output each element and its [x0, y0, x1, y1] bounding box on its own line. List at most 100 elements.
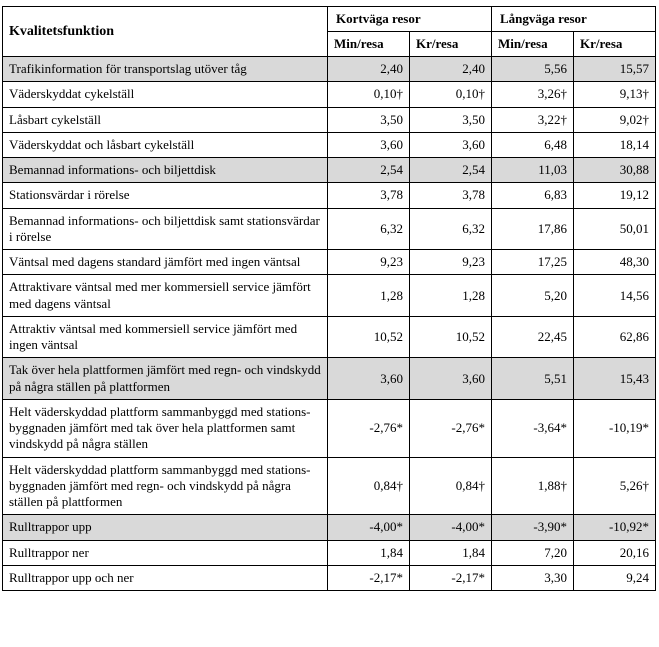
- cell-lang-kr: 18,14: [574, 132, 656, 157]
- cell-lang-kr: 9,02†: [574, 107, 656, 132]
- cell-lang-kr: 5,26†: [574, 457, 656, 515]
- cell-lang-min: 17,86: [492, 208, 574, 250]
- row-label: Trafikinformation för transportslag utöv…: [3, 57, 328, 82]
- row-label: Bemannad informations- och biljettdisk: [3, 158, 328, 183]
- cell-kort-kr: 3,50: [410, 107, 492, 132]
- cell-lang-min: 6,83: [492, 183, 574, 208]
- cell-kort-kr: 10,52: [410, 316, 492, 358]
- cell-lang-min: 5,56: [492, 57, 574, 82]
- table-row: Attraktivare väntsal med mer kommersiell…: [3, 275, 656, 317]
- cell-lang-kr: 48,30: [574, 250, 656, 275]
- cell-kort-kr: 9,23: [410, 250, 492, 275]
- table-row: Rulltrappor ner1,841,847,2020,16: [3, 540, 656, 565]
- table-row: Rulltrappor upp-4,00*-4,00*-3,90*-10,92*: [3, 515, 656, 540]
- cell-kort-kr: 3,78: [410, 183, 492, 208]
- cell-kort-min: 0,84†: [328, 457, 410, 515]
- table-row: Rulltrappor upp och ner-2,17*-2,17*3,309…: [3, 565, 656, 590]
- row-label: Helt väderskyddad plattform sammanbyggd …: [3, 457, 328, 515]
- row-label: Rulltrappor ner: [3, 540, 328, 565]
- table-row: Väderskyddat och låsbart cykelställ3,603…: [3, 132, 656, 157]
- sub-lang-kr: Kr/resa: [574, 32, 656, 57]
- cell-lang-min: 5,51: [492, 358, 574, 400]
- cell-lang-min: -3,64*: [492, 399, 574, 457]
- cell-lang-min: 6,48: [492, 132, 574, 157]
- cell-kort-min: 2,40: [328, 57, 410, 82]
- row-label: Väderskyddat och låsbart cykelställ: [3, 132, 328, 157]
- cell-kort-kr: 2,40: [410, 57, 492, 82]
- cell-kort-kr: -2,76*: [410, 399, 492, 457]
- cell-kort-min: 1,28: [328, 275, 410, 317]
- cell-kort-min: 3,60: [328, 358, 410, 400]
- cell-kort-kr: 0,84†: [410, 457, 492, 515]
- cell-kort-kr: 6,32: [410, 208, 492, 250]
- table-row: Attraktiv väntsal med kommersiell servic…: [3, 316, 656, 358]
- cell-lang-min: 7,20: [492, 540, 574, 565]
- row-label: Rulltrappor upp: [3, 515, 328, 540]
- row-label: Tak över hela plattformen jämfört med re…: [3, 358, 328, 400]
- table-body: Trafikinformation för transportslag utöv…: [3, 57, 656, 591]
- cell-kort-min: 0,10†: [328, 82, 410, 107]
- table-row: Trafikinformation för transportslag utöv…: [3, 57, 656, 82]
- table-row: Stationsvärdar i rörelse3,783,786,8319,1…: [3, 183, 656, 208]
- cell-lang-kr: 20,16: [574, 540, 656, 565]
- sub-lang-min: Min/resa: [492, 32, 574, 57]
- cell-kort-kr: 1,28: [410, 275, 492, 317]
- row-label: Låsbart cykelställ: [3, 107, 328, 132]
- table-row: Väderskyddat cykelställ0,10†0,10†3,26†9,…: [3, 82, 656, 107]
- row-label: Rulltrappor upp och ner: [3, 565, 328, 590]
- cell-lang-kr: -10,19*: [574, 399, 656, 457]
- table-row: Bemannad informations- och biljettdisk s…: [3, 208, 656, 250]
- cell-lang-kr: 9,24: [574, 565, 656, 590]
- cell-lang-min: 1,88†: [492, 457, 574, 515]
- cell-lang-min: 5,20: [492, 275, 574, 317]
- cell-lang-min: -3,90*: [492, 515, 574, 540]
- cell-kort-min: 3,50: [328, 107, 410, 132]
- cell-kort-min: 10,52: [328, 316, 410, 358]
- cell-lang-kr: 50,01: [574, 208, 656, 250]
- cell-kort-kr: 3,60: [410, 358, 492, 400]
- cell-lang-kr: 62,86: [574, 316, 656, 358]
- row-label: Väderskyddat cykelställ: [3, 82, 328, 107]
- cell-lang-kr: 15,57: [574, 57, 656, 82]
- sub-kort-kr: Kr/resa: [410, 32, 492, 57]
- cell-lang-min: 17,25: [492, 250, 574, 275]
- row-label: Väntsal med dagens standard jämfört med …: [3, 250, 328, 275]
- cell-kort-min: 6,32: [328, 208, 410, 250]
- cell-kort-min: -4,00*: [328, 515, 410, 540]
- col-group-kortvaga: Kortväga resor: [328, 7, 492, 32]
- cell-kort-min: -2,17*: [328, 565, 410, 590]
- cell-kort-min: -2,76*: [328, 399, 410, 457]
- row-label: Bemannad informations- och biljettdisk s…: [3, 208, 328, 250]
- cell-kort-min: 1,84: [328, 540, 410, 565]
- cell-kort-kr: 1,84: [410, 540, 492, 565]
- cell-lang-min: 22,45: [492, 316, 574, 358]
- row-label: Helt väderskyddad plattform sammanbyggd …: [3, 399, 328, 457]
- cell-lang-kr: 14,56: [574, 275, 656, 317]
- col-header-funktion: Kvalitetsfunktion: [3, 7, 328, 57]
- cell-kort-kr: 0,10†: [410, 82, 492, 107]
- row-label: Stationsvärdar i rörelse: [3, 183, 328, 208]
- cell-kort-min: 3,78: [328, 183, 410, 208]
- col-group-langvaga: Långväga resor: [492, 7, 656, 32]
- cell-lang-kr: -10,92*: [574, 515, 656, 540]
- row-label: Attraktivare väntsal med mer kommersiell…: [3, 275, 328, 317]
- row-label: Attraktiv väntsal med kommersiell servic…: [3, 316, 328, 358]
- cell-kort-min: 9,23: [328, 250, 410, 275]
- cell-kort-kr: 2,54: [410, 158, 492, 183]
- cell-lang-kr: 15,43: [574, 358, 656, 400]
- cell-kort-min: 2,54: [328, 158, 410, 183]
- table-row: Bemannad informations- och biljettdisk2,…: [3, 158, 656, 183]
- table-row: Väntsal med dagens standard jämfört med …: [3, 250, 656, 275]
- cell-lang-kr: 30,88: [574, 158, 656, 183]
- table-row: Helt väderskyddad plattform sammanbyggd …: [3, 457, 656, 515]
- table-row: Helt väderskyddad plattform sammanbyggd …: [3, 399, 656, 457]
- cell-lang-kr: 19,12: [574, 183, 656, 208]
- sub-kort-min: Min/resa: [328, 32, 410, 57]
- cell-lang-min: 3,30: [492, 565, 574, 590]
- cell-lang-min: 3,22†: [492, 107, 574, 132]
- table-row: Låsbart cykelställ3,503,503,22†9,02†: [3, 107, 656, 132]
- kvalitets-table: Kvalitetsfunktion Kortväga resor Långväg…: [2, 6, 656, 591]
- table-row: Tak över hela plattformen jämfört med re…: [3, 358, 656, 400]
- cell-lang-min: 11,03: [492, 158, 574, 183]
- cell-kort-min: 3,60: [328, 132, 410, 157]
